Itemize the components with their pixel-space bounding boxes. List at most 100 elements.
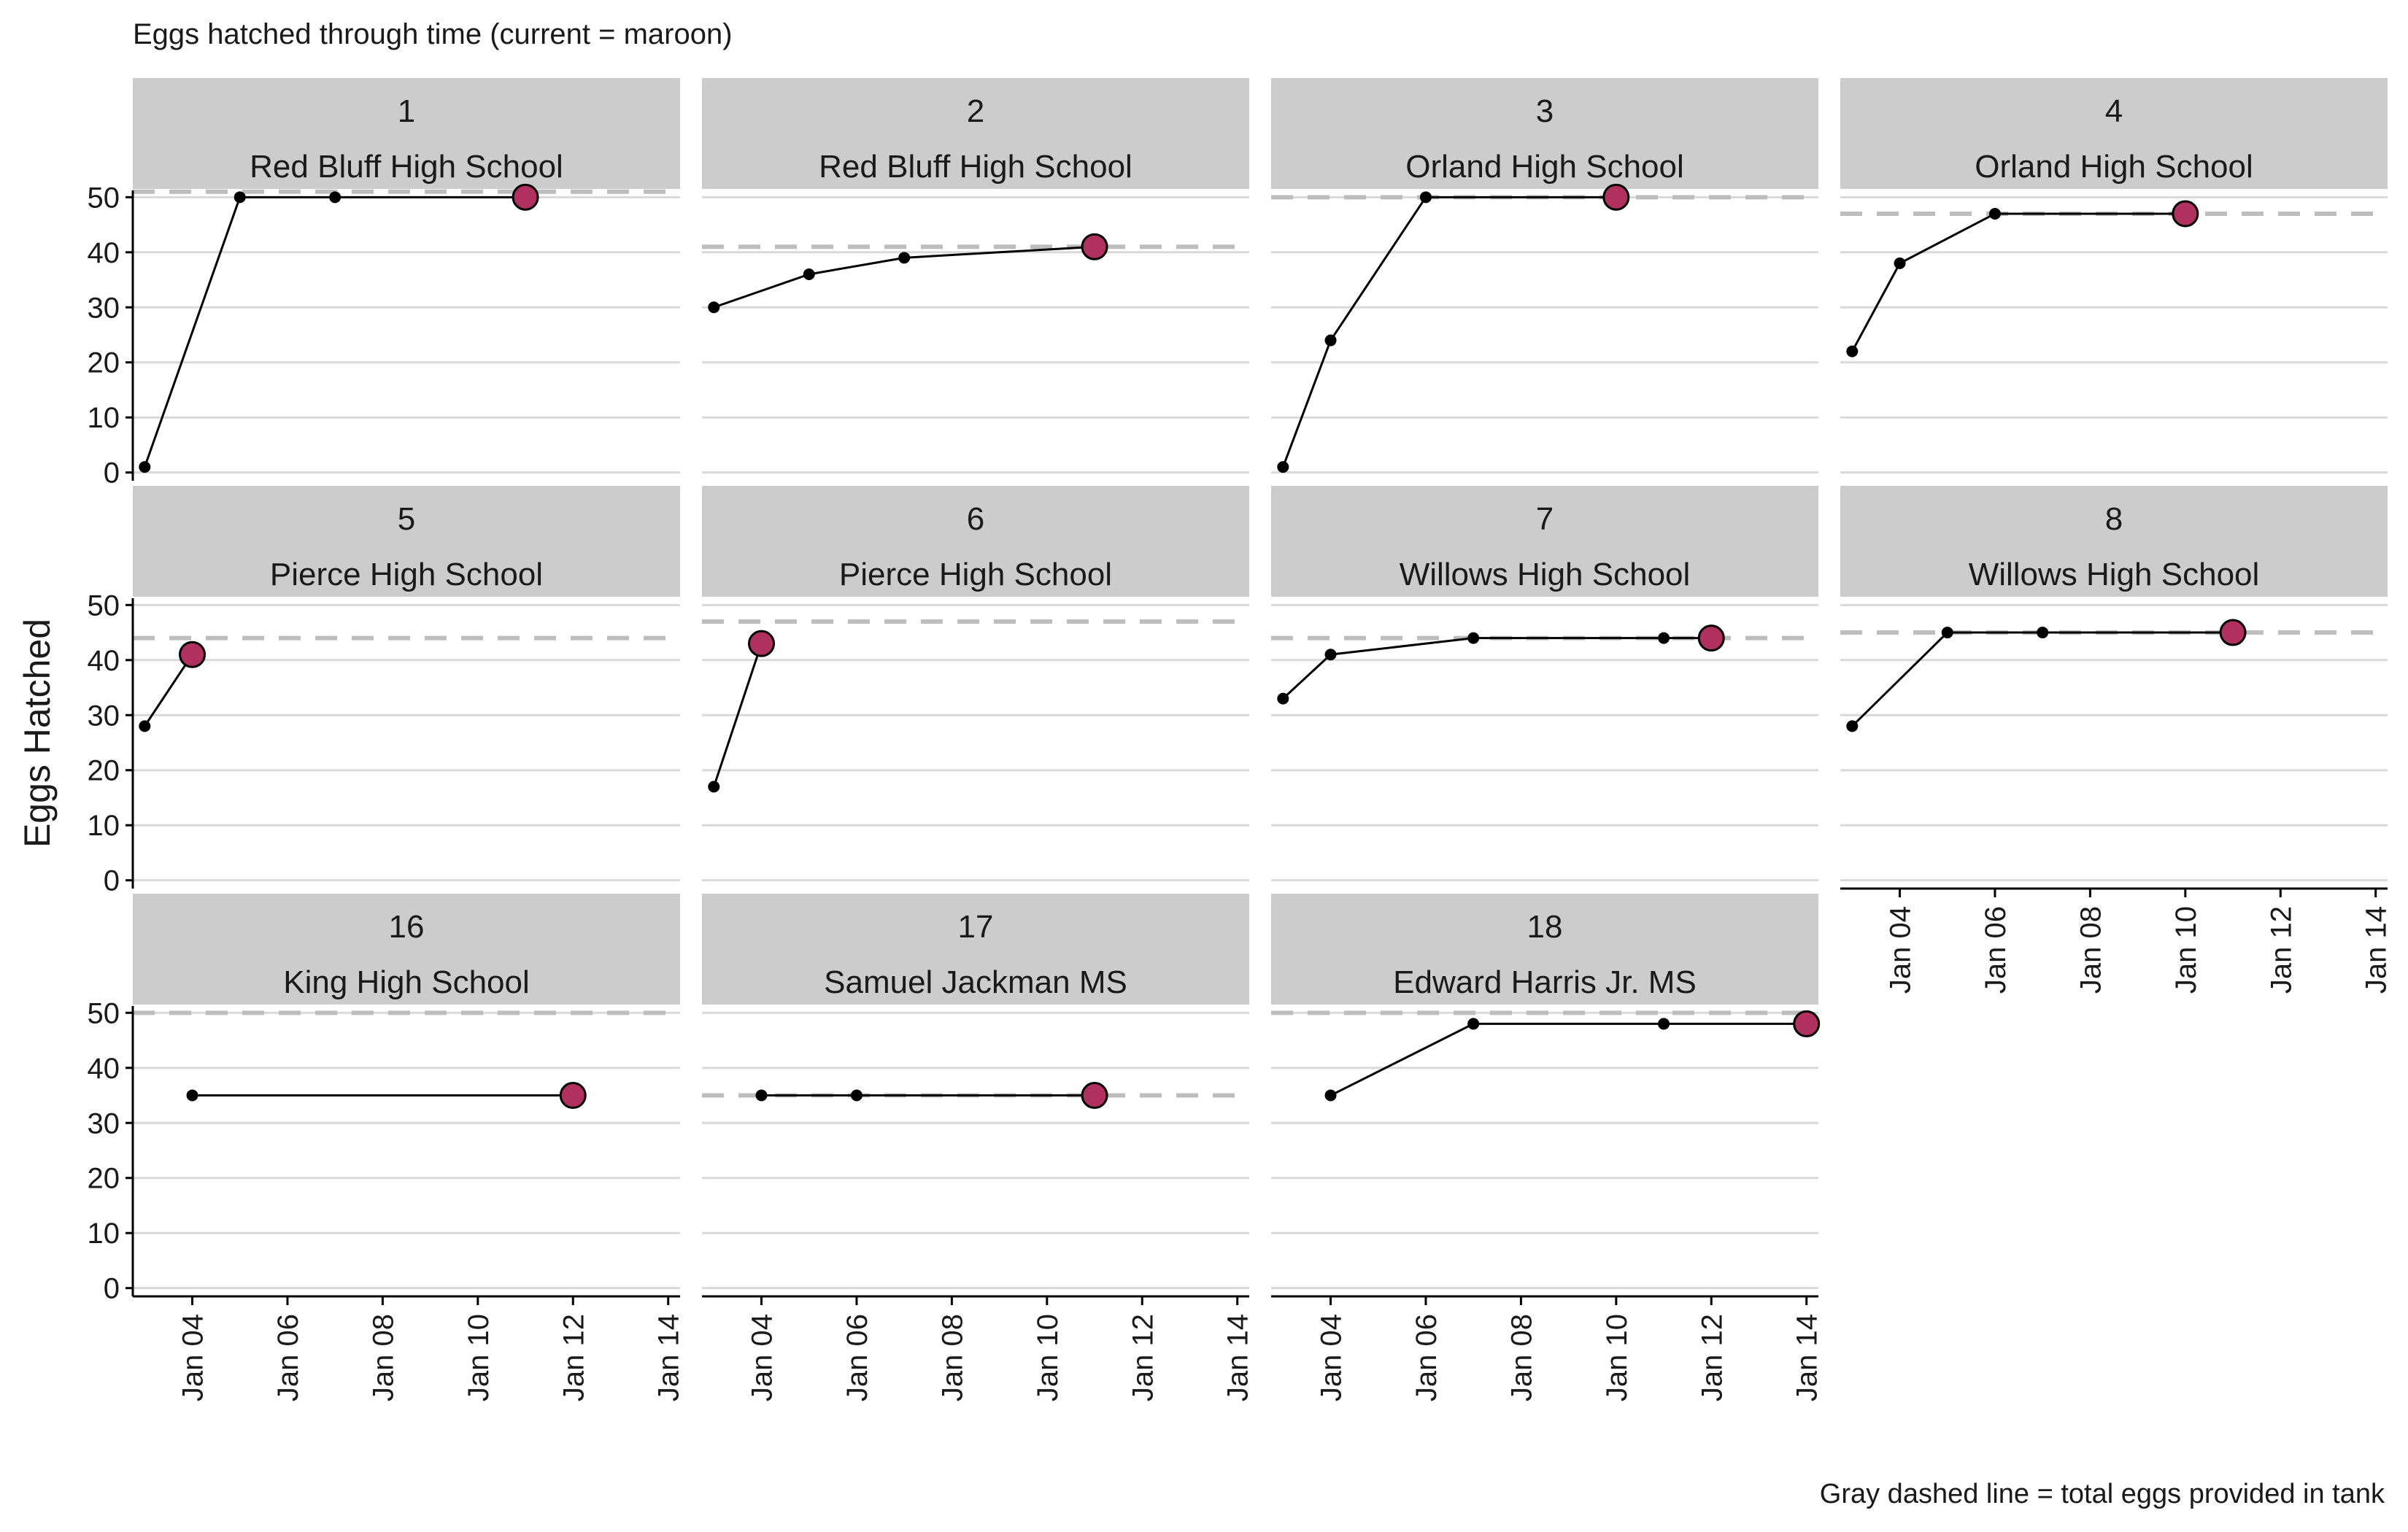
panel-id-label: 4: [2105, 93, 2123, 129]
y-tick-label: 50: [88, 589, 120, 622]
panel-school-label: Orland High School: [1405, 149, 1684, 185]
x-tick-label: Jan 06: [1411, 1314, 1443, 1401]
y-tick-label: 10: [88, 810, 120, 842]
y-tick-label: 30: [88, 1107, 120, 1140]
panel-strip: [702, 486, 1249, 597]
y-tick-label: 50: [88, 182, 120, 214]
current-point: [748, 630, 776, 657]
x-tick-label: Jan 14: [2361, 906, 2393, 994]
data-point: [1846, 720, 1859, 732]
data-point: [708, 301, 720, 314]
panel-id-label: 3: [1536, 93, 1554, 129]
x-tick-label: Jan 14: [653, 1314, 685, 1401]
series-line: [1281, 196, 1616, 468]
x-tick-label: Jan 08: [367, 1314, 399, 1401]
panel-school-label: Red Bluff High School: [250, 149, 563, 185]
panel-7: 7 Willows High School: [1271, 486, 1818, 882]
panel-id-label: 1: [398, 93, 415, 129]
series-line: [712, 643, 763, 787]
x-tick-label: Jan 04: [746, 1314, 779, 1401]
x-tick-label: Jan 12: [1696, 1314, 1728, 1401]
y-tick-label: 0: [104, 865, 120, 897]
panel-4: 4 Orland High School: [1840, 78, 2388, 474]
panel-school-label: Orland High School: [1975, 149, 2253, 185]
panel-id-label: 2: [967, 93, 984, 129]
x-tick-label: Jan 12: [557, 1314, 590, 1401]
data-point: [803, 268, 815, 280]
panel-strip: [1840, 486, 2388, 597]
current-point: [559, 1082, 587, 1110]
data-point: [1467, 1018, 1480, 1030]
panel-id-label: 18: [1527, 909, 1563, 945]
panel-school-label: Edward Harris Jr. MS: [1393, 964, 1697, 1000]
x-tick-label: Jan 06: [272, 1314, 304, 1401]
panel-strip: [133, 78, 680, 189]
data-point: [139, 461, 151, 473]
panel-school-label: Samuel Jackman MS: [824, 964, 1127, 1000]
data-point: [186, 1089, 198, 1102]
data-point: [1324, 649, 1337, 661]
x-tick-label: Jan 12: [1127, 1314, 1159, 1401]
panel-school-label: Willows High School: [1969, 557, 2260, 592]
panel-strip: [1271, 894, 1818, 1005]
x-tick-label: Jan 14: [1222, 1314, 1254, 1401]
data-point: [1324, 334, 1337, 347]
data-point: [1894, 257, 1906, 269]
x-tick-label: Jan 06: [1980, 906, 2012, 994]
series-line: [713, 245, 1095, 309]
panel-strip: [1271, 78, 1818, 189]
x-tick-label: Jan 04: [1885, 906, 1917, 994]
panel-strip: [1840, 78, 2388, 189]
panel-strip: [702, 894, 1249, 1005]
x-tick-label: Jan 04: [177, 1314, 209, 1401]
panel-id-label: 16: [389, 909, 425, 945]
series-line: [144, 654, 193, 727]
series-line: [1330, 1022, 1807, 1096]
panel-id-label: 7: [1536, 501, 1554, 537]
y-tick-label: 10: [88, 402, 120, 434]
panel-16: 16 King High School 0 10 20 30 40 50 Jan 04 Jan 0…: [88, 894, 685, 1401]
data-point: [139, 720, 151, 732]
y-tick-label: 20: [88, 1163, 120, 1195]
data-point: [1419, 191, 1432, 204]
y-tick-label: 20: [88, 347, 120, 379]
current-point: [1081, 233, 1108, 260]
data-point: [1277, 692, 1289, 705]
chart-title: Eggs hatched through time (current = mar…: [133, 18, 733, 50]
data-point: [1658, 632, 1670, 644]
data-point: [1941, 627, 1953, 639]
panel-5: 5 Pierce High School 0 10 20 30 40 50: [88, 486, 680, 897]
x-tick-label: Jan 12: [2265, 906, 2297, 994]
data-point: [234, 191, 246, 204]
series-line: [1851, 631, 2234, 727]
y-tick-label: 20: [88, 755, 120, 787]
current-point: [1793, 1010, 1821, 1037]
x-tick-label: Jan 10: [1032, 1314, 1064, 1401]
current-point: [1697, 624, 1725, 652]
panel-18: 18 Edward Harris Jr. MS Jan 04 Jan 06 Jan 08…: [1271, 894, 1824, 1401]
panel-school-label: Pierce High School: [270, 557, 543, 592]
x-tick-label: Jan 08: [2075, 906, 2107, 994]
data-point: [1658, 1018, 1670, 1030]
chart-caption: Gray dashed line = total eggs provided i…: [1820, 1479, 2385, 1509]
data-point: [1846, 345, 1859, 357]
y-tick-label: 0: [104, 457, 120, 490]
panel-strip: [702, 78, 1249, 189]
series-line: [1282, 637, 1712, 700]
y-tick-label: 0: [104, 1273, 120, 1305]
y-tick-label: 40: [88, 645, 120, 677]
current-point: [1602, 183, 1630, 211]
y-tick-label: 30: [88, 700, 120, 732]
panel-id-label: 8: [2105, 501, 2123, 537]
panel-1: 1 Red Bluff High School 0 10 20 30 40 50: [88, 78, 680, 490]
x-tick-label: Jan 10: [463, 1314, 495, 1401]
data-point: [1324, 1089, 1337, 1102]
data-point: [329, 191, 341, 204]
series-line: [1851, 212, 2185, 352]
panel-8: 8 Willows High School Jan 04 Jan 06 Jan 08 Ja…: [1840, 486, 2393, 994]
panel-id-label: 6: [967, 501, 984, 537]
data-point: [1467, 632, 1480, 644]
data-point: [708, 781, 720, 793]
y-tick-label: 40: [88, 1053, 120, 1085]
